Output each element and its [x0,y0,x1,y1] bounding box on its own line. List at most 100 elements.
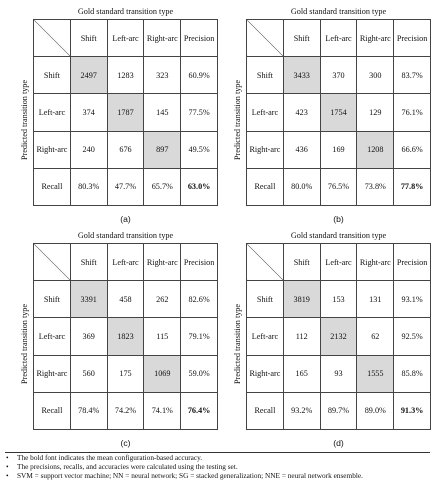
table-row: Shift 3391 458 262 82.6% [33,280,218,319]
recall-cell: 89.0% [356,391,395,431]
corner-cell [246,18,284,58]
recall-cell: 47.7% [106,167,145,207]
recall-cell: 65.7% [143,167,182,207]
table-row: Right-arc 165 93 1555 85.8% [246,354,431,393]
table-cell: 131 [356,280,395,319]
row-header: Right-arc [246,354,284,393]
recall-row: Recall 80.3% 47.7% 65.7% 63.0% [33,167,218,207]
gold-axis-title: Gold standard transition type [77,7,174,16]
footnote-item: • The precisions, recalls, and accuracie… [5,461,430,472]
confusion-matrix-table: Shift Left-arc Right-arc Precision Shift… [33,242,218,431]
bullet-icon: • [6,453,9,462]
gold-axis-title: Gold standard transition type [290,231,387,240]
footnote-text: The bold font indicates the mean configu… [17,453,203,462]
diagonal-cell: 1787 [106,93,145,132]
row-header: Left-arc [33,93,71,132]
recall-cell: 74.2% [106,391,145,431]
table-cell: 93 [319,354,358,393]
row-header: Recall [246,391,284,431]
table-cell: 129 [356,93,395,132]
precision-cell: 60.9% [180,56,218,95]
column-header: Shift [69,18,108,58]
row-header: Shift [246,280,284,319]
column-header: Shift [282,242,321,282]
matrix-panel-c: Gold standard transition type Predicted … [18,226,218,448]
bullet-icon: • [6,470,9,480]
table-cell: 175 [106,354,145,393]
table-row: Shift 3433 370 300 83.7% [246,56,431,95]
table-row: Left-arc 112 2132 62 92.5% [246,317,431,356]
footnote-text: The precisions, recalls, and accuracies … [17,461,238,471]
diagonal-cell: 1823 [106,317,145,356]
row-header: Recall [33,391,71,431]
diagonal-cell: 2132 [319,317,358,356]
panel-caption: (b) [333,214,344,224]
diagonal-cell: 897 [143,130,182,169]
table-cell: 262 [143,280,182,319]
column-header: Right-arc [143,18,182,58]
table-cell: 369 [69,317,108,356]
table-row: Shift 3819 153 131 93.1% [246,280,431,319]
row-header: Recall [246,167,284,207]
recall-cell: 78.4% [69,391,108,431]
panel-caption: (d) [333,438,344,448]
recall-cell: 74.1% [143,391,182,431]
table-cell: 300 [356,56,395,95]
table-row: Right-arc 560 175 1069 59.0% [33,354,218,393]
recall-cell: 80.0% [282,167,321,207]
matrix-panel-a: Gold standard transition type Predicted … [18,2,218,224]
table-cell: 112 [282,317,321,356]
matrix-panel-d: Gold standard transition type Predicted … [231,226,431,448]
precision-cell: 93.1% [393,280,431,319]
column-header: Shift [69,242,108,282]
table-cell: 370 [319,56,358,95]
column-header: Precision [180,18,218,58]
precision-cell: 83.7% [393,56,431,95]
accuracy-cell: 77.8% [393,167,431,207]
column-header: Precision [393,242,431,282]
table-cell: 62 [356,317,395,356]
table-cell: 115 [143,317,182,356]
precision-cell: 85.8% [393,354,431,393]
table-cell: 423 [282,93,321,132]
panel-caption: (c) [120,438,131,448]
confusion-matrix-table: Shift Left-arc Right-arc Precision Shift… [246,242,431,431]
row-header: Shift [246,56,284,95]
column-header: Left-arc [106,18,145,58]
diagonal-cell: 3433 [282,56,321,95]
row-header: Shift [33,280,71,319]
row-header: Right-arc [33,130,71,169]
corner-cell [246,242,284,282]
column-header: Precision [180,242,218,282]
table-cell: 169 [319,130,358,169]
recall-row: Recall 93.2% 89.7% 89.0% 91.3% [246,391,431,431]
footnote-text: SVM = support vector machine; NN = neura… [17,470,363,480]
table-header-row: Shift Left-arc Right-arc Precision [33,242,218,282]
diagonal-cell: 1208 [356,130,395,169]
diagonal-cell: 1555 [356,354,395,393]
row-header: Left-arc [33,317,71,356]
table-header-row: Shift Left-arc Right-arc Precision [33,18,218,58]
table-cell: 676 [106,130,145,169]
column-header: Right-arc [356,18,395,58]
recall-cell: 93.2% [282,391,321,431]
gold-axis-title: Gold standard transition type [77,231,174,240]
row-header: Left-arc [246,93,284,132]
recall-row: Recall 80.0% 76.5% 73.8% 77.8% [246,167,431,207]
column-header: Precision [393,18,431,58]
predicted-axis-title: Predicted transition type [233,303,242,384]
recall-cell: 80.3% [69,167,108,207]
column-header: Right-arc [143,242,182,282]
gold-axis-title: Gold standard transition type [290,7,387,16]
table-header-row: Shift Left-arc Right-arc Precision [246,242,431,282]
accuracy-cell: 63.0% [180,167,218,207]
row-header: Left-arc [246,317,284,356]
row-header: Right-arc [246,130,284,169]
accuracy-cell: 76.4% [180,391,218,431]
diagonal-cell: 3819 [282,280,321,319]
precision-cell: 49.5% [180,130,218,169]
recall-cell: 89.7% [319,391,358,431]
table-cell: 1283 [106,56,145,95]
column-header: Right-arc [356,242,395,282]
precision-cell: 66.6% [393,130,431,169]
